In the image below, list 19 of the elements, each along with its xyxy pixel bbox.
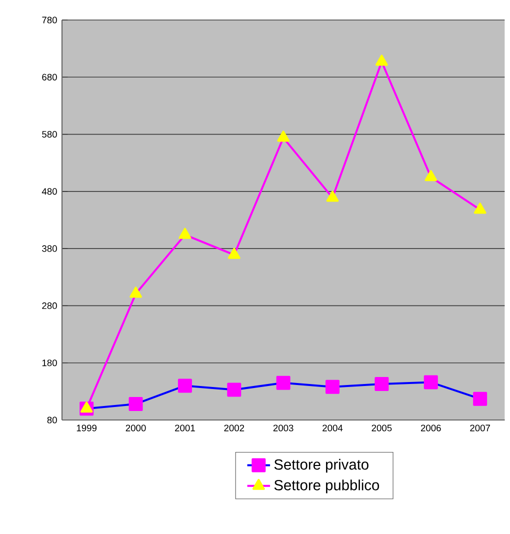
y-tick-label: 580 bbox=[42, 131, 57, 138]
y-tick-label: 80 bbox=[47, 416, 57, 424]
y-tick-label: 780 bbox=[42, 16, 57, 24]
x-tick-label: 2005 bbox=[372, 424, 392, 432]
x-tick-label: 2007 bbox=[470, 424, 490, 432]
y-tick-label: 380 bbox=[42, 245, 57, 252]
x-tick-label: 2006 bbox=[420, 424, 441, 432]
y-tick-label: 280 bbox=[42, 302, 57, 310]
y-tick-label: 680 bbox=[42, 74, 57, 80]
x-tick-label: 2003 bbox=[273, 424, 294, 432]
x-tick-label: 2002 bbox=[224, 424, 244, 432]
x-tick-label: 2001 bbox=[175, 424, 195, 432]
x-tick-label: 2004 bbox=[322, 424, 343, 432]
legend-label: Settore privato bbox=[274, 458, 368, 473]
x-tick-label: 2000 bbox=[126, 424, 146, 432]
legend-label: Settore pubblico bbox=[274, 480, 380, 494]
y-tick-label: 480 bbox=[42, 188, 57, 195]
y-tick-label: 180 bbox=[42, 360, 57, 366]
x-tick-label: 1999 bbox=[76, 424, 97, 432]
